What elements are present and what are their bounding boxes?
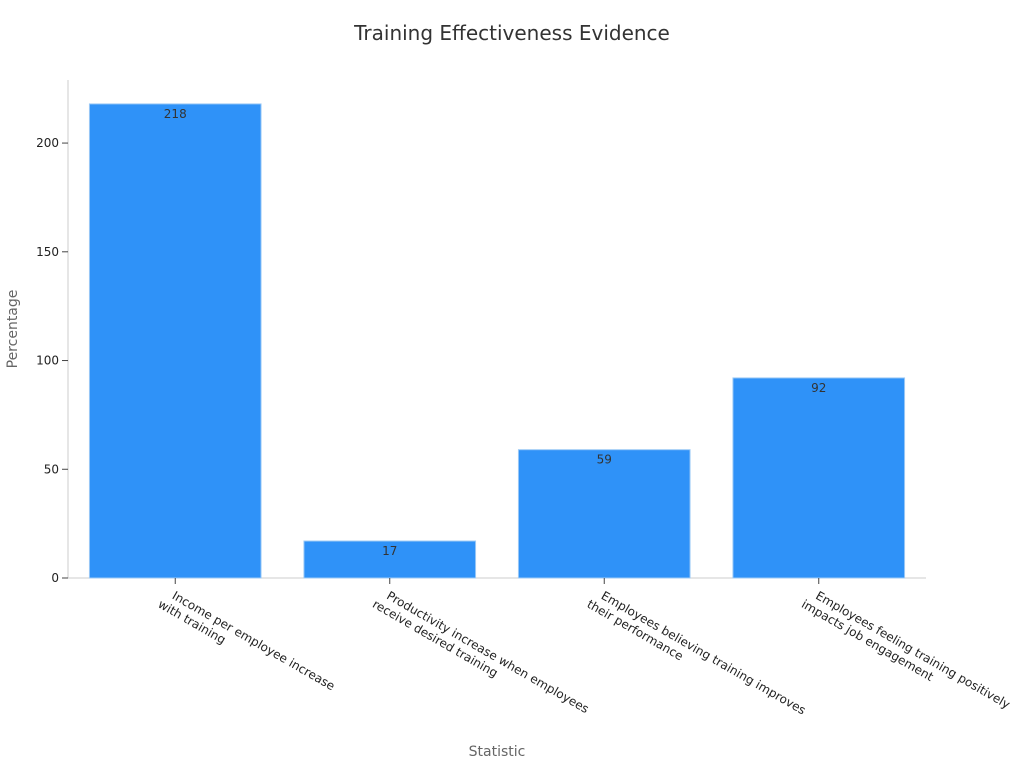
y-axis-label: Percentage (5, 290, 21, 369)
value-label: 59 (597, 453, 612, 467)
bar (517, 449, 691, 579)
value-label: 92 (811, 381, 826, 395)
bar (303, 540, 477, 579)
bar (88, 103, 262, 579)
y-tick-label: 150 (36, 245, 59, 259)
y-tick-label: 200 (36, 136, 59, 150)
y-tick-label: 0 (51, 571, 59, 585)
value-label: 17 (382, 544, 397, 558)
chart-title: Training Effectiveness Evidence (353, 21, 670, 45)
x-tick-label: Productivity increase when employeesrece… (370, 584, 591, 728)
x-tick-label: Employees believing training improvesthe… (585, 584, 809, 729)
x-axis-label: Statistic (469, 744, 526, 760)
value-label: 218 (164, 107, 187, 121)
y-tick-label: 100 (36, 354, 59, 368)
bar (732, 377, 906, 579)
y-tick-label: 50 (44, 462, 59, 476)
x-tick-label: Income per employee increasewith trainin… (156, 584, 338, 705)
x-tick-label: Employees feeling training positivelyimp… (799, 584, 1012, 724)
